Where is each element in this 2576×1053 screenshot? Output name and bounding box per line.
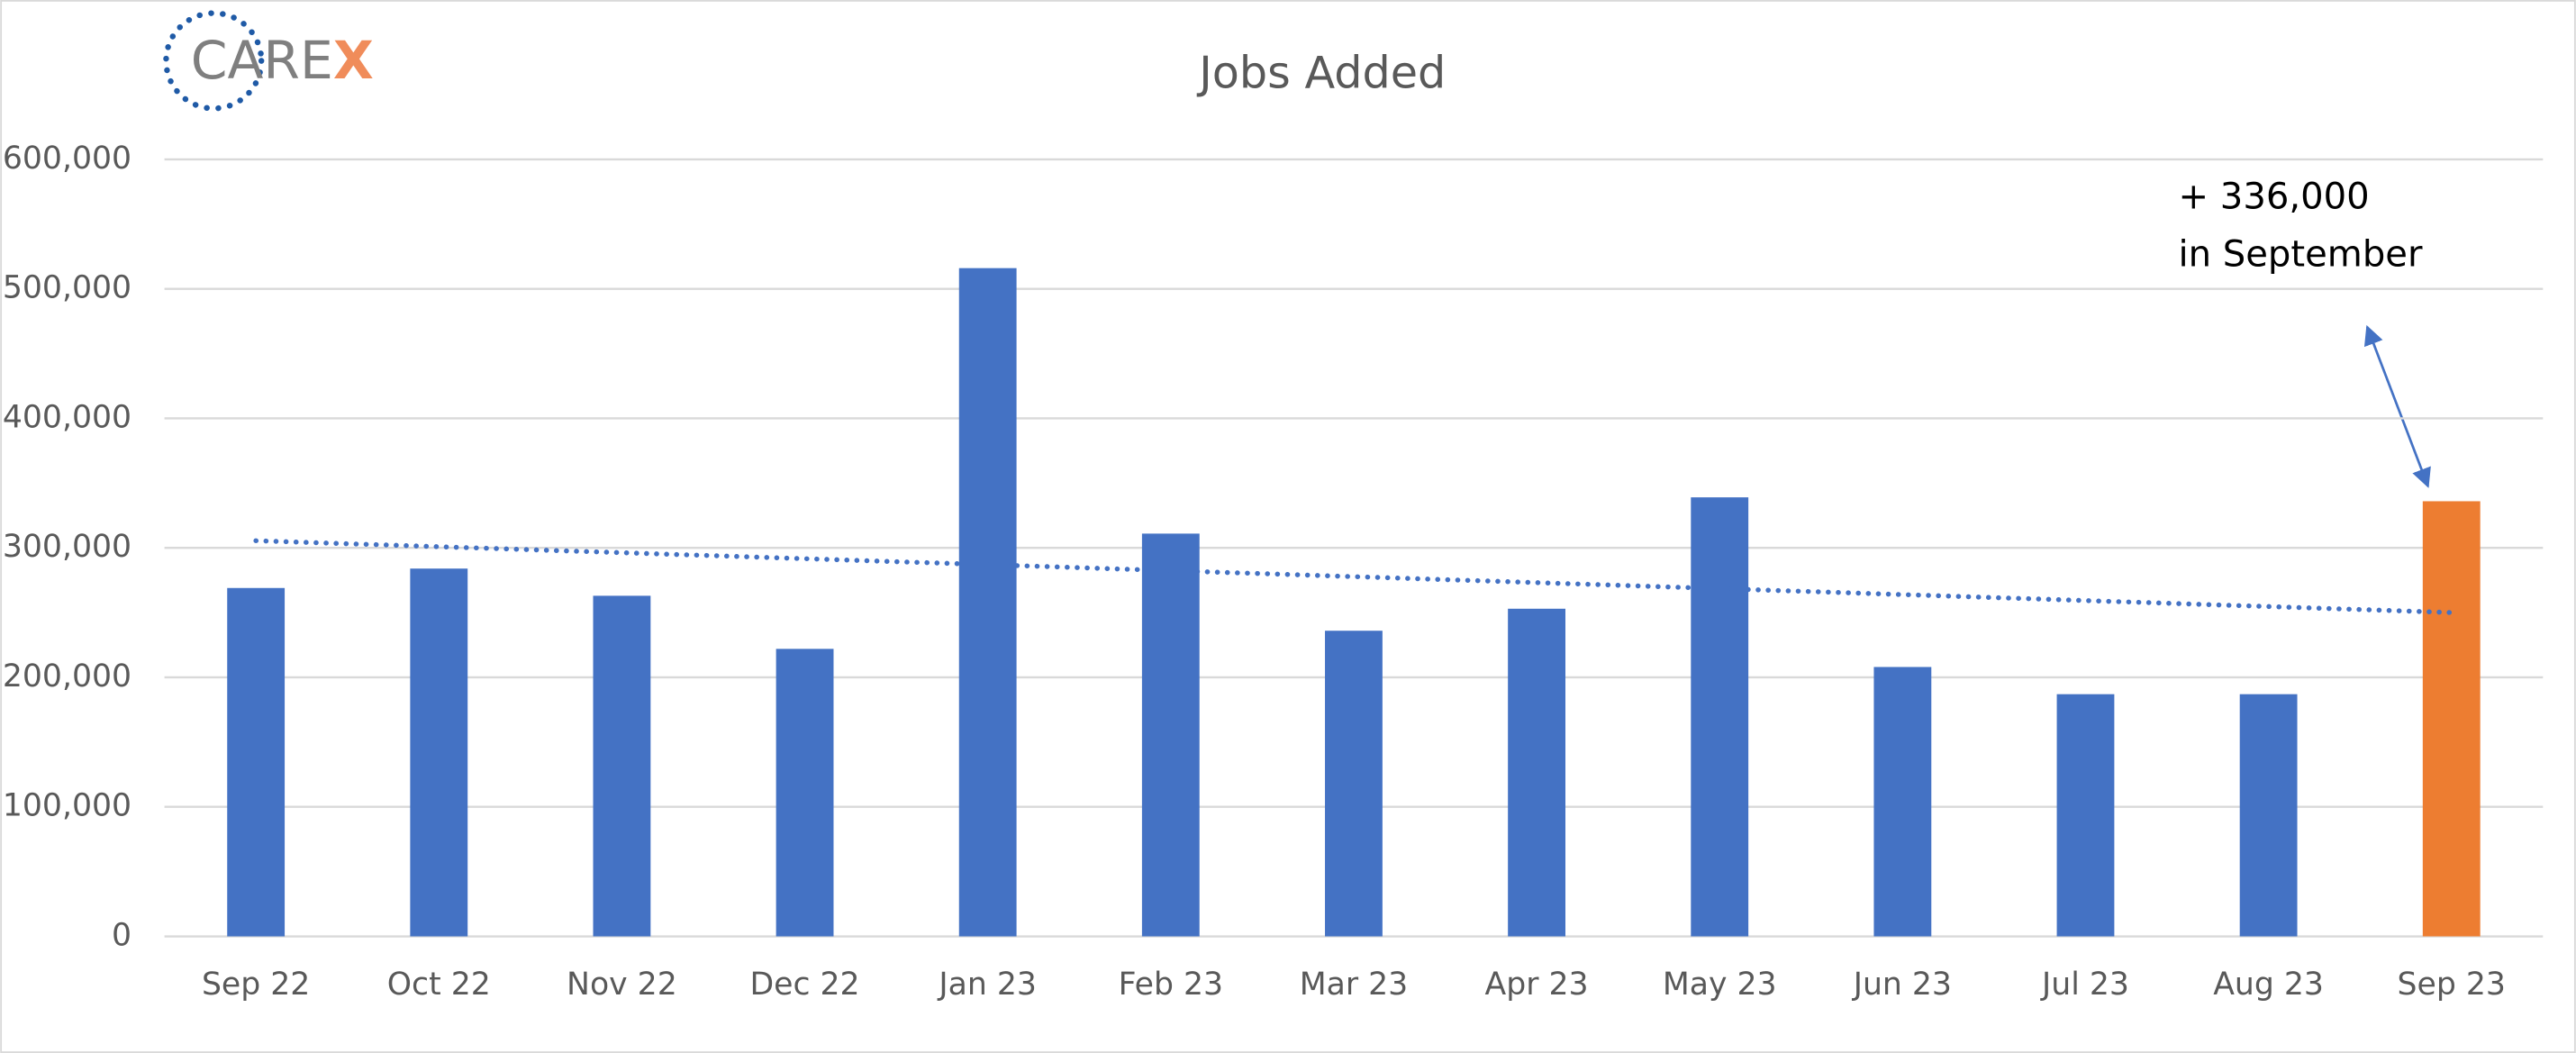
bar [1325,631,1383,937]
y-tick-label: 100,000 [3,788,132,824]
y-tick-label: 200,000 [3,658,132,694]
y-tick-label: 400,000 [3,399,132,435]
x-tick-label: May 23 [1663,967,1777,1003]
x-tick-label: Sep 23 [2398,967,2506,1003]
y-tick-label: 300,000 [3,529,132,565]
bar [2239,694,2298,937]
bar [1873,667,1932,937]
x-tick-label: Jul 23 [2040,967,2129,1003]
x-tick-label: Aug 23 [2213,967,2324,1003]
x-tick-label: Mar 23 [1300,967,1408,1003]
chart-title: Jobs Added [1196,46,1446,98]
x-tick-label: Oct 22 [387,967,491,1003]
logo: CAREX [163,10,374,112]
logo-ring [163,10,265,112]
bar [2422,501,2481,937]
x-tick-label: Feb 23 [1119,967,1223,1003]
x-tick-label: Nov 22 [567,967,677,1003]
bar [776,649,834,937]
bar [227,587,286,937]
y-tick-label: 0 [112,918,132,954]
x-tick-label: Jan 23 [937,967,1037,1003]
x-tick-label: Jun 23 [1852,967,1952,1003]
annotation-arrow [2363,324,2431,488]
bar [1508,608,1565,937]
logo-text: CAREX [191,30,374,91]
y-tick-label: 600,000 [3,141,132,177]
bar [1141,533,1200,937]
bar [958,268,1017,937]
bar [2056,694,2115,937]
x-tick-label: Dec 22 [749,967,859,1003]
bar [1691,497,1749,937]
x-tick-label: Sep 22 [202,967,310,1003]
y-tick-label: 500,000 [3,270,132,306]
x-tick-label: Apr 23 [1485,967,1589,1003]
annotation: in September [2178,233,2423,275]
annotation: + 336,000 [2178,177,2369,218]
bar [593,595,651,937]
bar [410,568,468,937]
